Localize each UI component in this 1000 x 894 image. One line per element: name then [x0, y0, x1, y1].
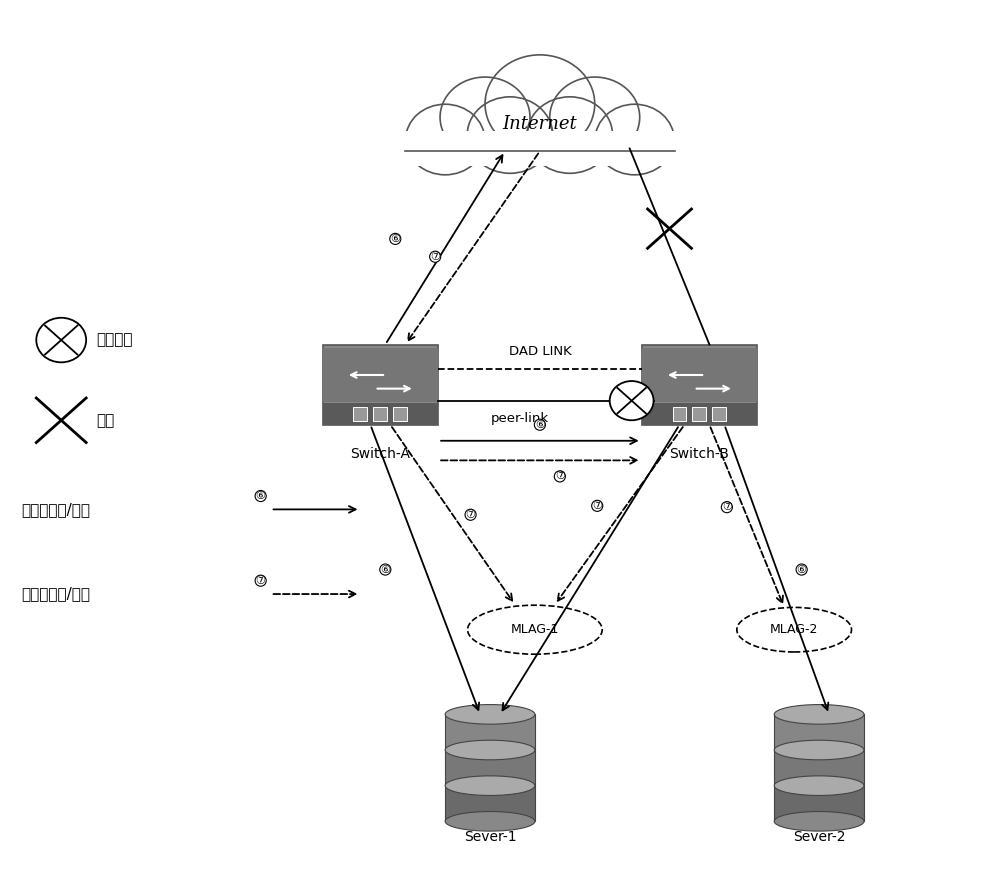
FancyBboxPatch shape [323, 403, 438, 425]
Text: Sever-2: Sever-2 [793, 831, 845, 844]
Text: 单向隔离: 单向隔离 [96, 333, 133, 348]
Text: ⑦: ⑦ [430, 252, 440, 262]
FancyArrowPatch shape [408, 154, 538, 341]
Text: ⑦: ⑦ [722, 502, 732, 512]
Circle shape [550, 77, 640, 157]
FancyBboxPatch shape [673, 407, 686, 421]
Text: peer-link: peer-link [491, 412, 549, 426]
Ellipse shape [445, 740, 535, 760]
Text: ⑦: ⑦ [256, 576, 266, 586]
FancyBboxPatch shape [774, 750, 864, 786]
Text: Internet: Internet [503, 115, 577, 133]
FancyBboxPatch shape [380, 131, 699, 166]
FancyBboxPatch shape [642, 344, 757, 425]
FancyArrowPatch shape [392, 427, 512, 601]
Ellipse shape [774, 776, 864, 796]
FancyBboxPatch shape [323, 344, 438, 425]
Circle shape [36, 317, 86, 362]
Text: 阻塞: 阻塞 [96, 413, 114, 427]
Ellipse shape [774, 740, 864, 760]
FancyArrowPatch shape [558, 427, 683, 601]
Ellipse shape [774, 704, 864, 724]
Text: ⑥: ⑥ [535, 419, 545, 430]
Text: MLAG-1: MLAG-1 [511, 623, 559, 637]
Text: ⑦: ⑦ [555, 471, 565, 481]
Circle shape [485, 55, 595, 153]
FancyBboxPatch shape [445, 750, 535, 786]
Text: ⑦: ⑦ [592, 501, 602, 510]
Text: DAD LINK: DAD LINK [509, 345, 571, 358]
Circle shape [406, 105, 485, 175]
Circle shape [610, 381, 654, 420]
Text: Sever-1: Sever-1 [464, 831, 516, 844]
FancyBboxPatch shape [642, 403, 757, 425]
Text: Switch-A: Switch-A [350, 447, 410, 461]
FancyArrowPatch shape [710, 427, 783, 603]
Text: ⑥: ⑥ [797, 564, 807, 575]
FancyBboxPatch shape [774, 786, 864, 822]
Text: ⑥: ⑥ [380, 564, 390, 575]
Ellipse shape [445, 776, 535, 796]
Ellipse shape [445, 812, 535, 831]
FancyBboxPatch shape [774, 714, 864, 750]
Ellipse shape [774, 812, 864, 831]
FancyBboxPatch shape [445, 786, 535, 822]
Text: 主机侧广播/组播: 主机侧广播/组播 [21, 502, 90, 517]
Ellipse shape [445, 704, 535, 724]
FancyBboxPatch shape [445, 714, 535, 750]
Text: ⑥: ⑥ [256, 491, 266, 501]
Circle shape [467, 97, 553, 173]
FancyBboxPatch shape [642, 348, 757, 402]
Text: ⑦: ⑦ [466, 510, 476, 519]
Circle shape [527, 97, 613, 173]
Text: 网络侧广播/组播: 网络侧广播/组播 [21, 586, 90, 602]
FancyBboxPatch shape [712, 407, 726, 421]
FancyBboxPatch shape [373, 407, 387, 421]
Circle shape [595, 105, 674, 175]
FancyBboxPatch shape [692, 407, 706, 421]
FancyBboxPatch shape [393, 407, 407, 421]
FancyArrowPatch shape [441, 457, 637, 464]
FancyBboxPatch shape [323, 348, 438, 402]
Text: ⑥: ⑥ [390, 234, 400, 244]
FancyArrowPatch shape [273, 591, 356, 597]
FancyBboxPatch shape [353, 407, 367, 421]
Text: Switch-B: Switch-B [670, 447, 729, 461]
Circle shape [440, 77, 530, 157]
Text: MLAG-2: MLAG-2 [770, 623, 818, 637]
